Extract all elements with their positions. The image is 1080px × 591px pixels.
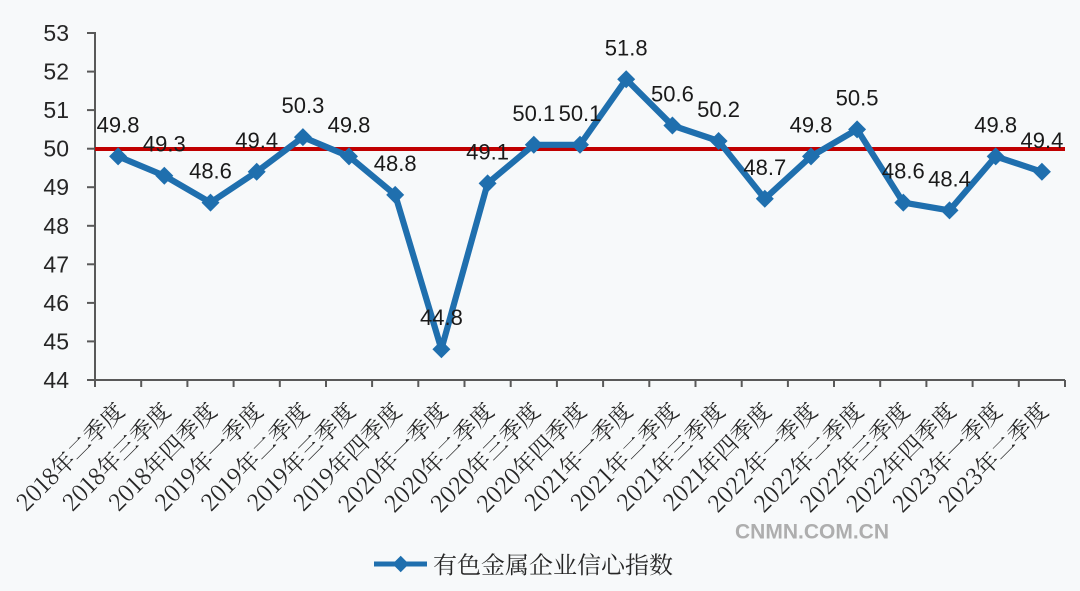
svg-text:52: 52 (43, 59, 69, 85)
svg-text:49.4: 49.4 (235, 128, 278, 153)
svg-text:50.3: 50.3 (281, 93, 324, 118)
svg-text:48: 48 (43, 213, 69, 239)
svg-text:50.1: 50.1 (559, 101, 602, 126)
svg-text:48.6: 48.6 (189, 159, 232, 184)
svg-text:49.3: 49.3 (143, 132, 186, 157)
svg-text:45: 45 (43, 328, 69, 354)
svg-text:49.4: 49.4 (1020, 128, 1063, 153)
svg-text:49.8: 49.8 (328, 112, 371, 137)
svg-text:48.4: 48.4 (928, 166, 971, 191)
svg-text:50: 50 (43, 136, 69, 162)
svg-text:49.1: 49.1 (466, 139, 509, 164)
svg-text:50.6: 50.6 (651, 82, 694, 107)
svg-text:48.8: 48.8 (374, 151, 417, 176)
svg-text:48.6: 48.6 (882, 159, 925, 184)
svg-text:44: 44 (43, 367, 69, 393)
svg-text:51.8: 51.8 (605, 35, 648, 60)
svg-text:47: 47 (43, 251, 69, 277)
svg-text:CNMN.COM.CN: CNMN.COM.CN (735, 521, 889, 544)
svg-text:53: 53 (43, 20, 69, 46)
svg-text:50.2: 50.2 (697, 97, 740, 122)
svg-text:49: 49 (43, 174, 69, 200)
svg-text:49.8: 49.8 (97, 112, 140, 137)
svg-text:49.8: 49.8 (974, 112, 1017, 137)
svg-text:44.8: 44.8 (420, 305, 463, 330)
svg-text:49.8: 49.8 (790, 112, 833, 137)
svg-text:50.1: 50.1 (512, 101, 555, 126)
svg-text:46: 46 (43, 290, 69, 316)
svg-text:51: 51 (43, 97, 69, 123)
svg-text:48.7: 48.7 (743, 155, 786, 180)
svg-text:50.5: 50.5 (836, 85, 879, 110)
